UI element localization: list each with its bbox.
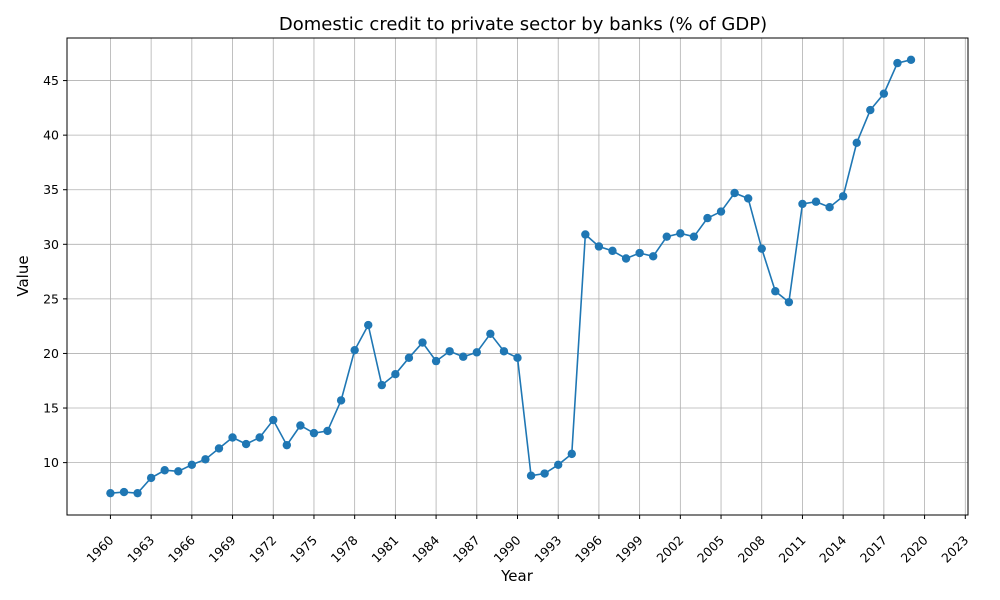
data-point (241, 439, 251, 449)
data-point (106, 488, 115, 498)
data-point (567, 449, 576, 459)
x-tick-label: 1972 (246, 533, 279, 566)
y-tick-label: 10 (43, 455, 59, 470)
data-point (418, 338, 427, 347)
data-point (174, 467, 183, 476)
data-point (635, 248, 644, 258)
data-markers (106, 55, 916, 498)
data-point (459, 352, 468, 361)
data-point (648, 252, 658, 261)
x-tick-label: 1963 (124, 533, 157, 566)
grid-lines (67, 38, 968, 515)
data-point (269, 415, 278, 425)
data-point (703, 213, 712, 223)
x-tick-label: 1996 (572, 532, 605, 565)
data-point (404, 353, 414, 363)
data-point (540, 469, 549, 478)
data-point (377, 380, 387, 390)
data-point (364, 320, 373, 330)
x-tick-label: 2005 (694, 533, 727, 566)
data-point (133, 488, 142, 498)
data-point (743, 194, 753, 203)
x-axis-ticks: 1960 1963 1966 1969 1972 1975 1978 1981 1984 1987… (83, 515, 971, 566)
y-axis-ticks: 10 15 20 25 30 35 40 45 (43, 73, 67, 470)
data-point (676, 229, 685, 238)
data-point (513, 353, 522, 363)
data-point (472, 348, 481, 357)
data-point (866, 105, 875, 115)
data-point (486, 329, 495, 339)
data-point (771, 287, 780, 296)
x-tick-label: 1981 (368, 533, 401, 566)
x-tick-label: 1966 (165, 532, 198, 565)
y-tick-label: 15 (43, 401, 59, 416)
y-tick-label: 25 (43, 291, 59, 306)
data-point (201, 455, 210, 464)
data-point (852, 138, 861, 147)
data-point (838, 192, 848, 201)
x-tick-label: 1984 (409, 532, 442, 565)
data-point (581, 230, 590, 239)
data-point (146, 473, 156, 483)
x-tick-label: 2020 (898, 532, 931, 565)
x-tick-label: 1960 (83, 532, 116, 565)
data-point (445, 347, 454, 356)
x-tick-label: 1975 (287, 533, 320, 566)
x-tick-label: 1987 (450, 533, 483, 566)
data-point (119, 487, 129, 497)
y-tick-label: 45 (43, 73, 59, 88)
data-point (716, 207, 726, 216)
data-point (526, 471, 536, 480)
data-point (879, 89, 889, 98)
y-tick-label: 30 (43, 237, 59, 252)
data-point (825, 202, 834, 212)
data-point (730, 188, 739, 198)
x-tick-label: 2023 (938, 533, 971, 566)
data-point (214, 444, 224, 453)
data-point (282, 440, 292, 450)
data-point (594, 242, 604, 251)
data-point (323, 426, 332, 436)
data-point (554, 460, 563, 469)
data-point (228, 433, 237, 442)
data-point (784, 297, 794, 307)
data-point (689, 232, 699, 241)
data-point (906, 55, 916, 65)
data-point (431, 356, 441, 366)
data-point (499, 347, 509, 356)
y-tick-label: 20 (43, 346, 59, 361)
x-tick-label: 1969 (206, 532, 239, 565)
x-tick-label: 1978 (328, 532, 361, 565)
x-tick-label: 1993 (531, 533, 564, 566)
data-point (391, 369, 400, 379)
y-tick-label: 35 (43, 182, 59, 197)
x-tick-label: 1999 (613, 532, 646, 565)
y-tick-label: 40 (43, 128, 59, 143)
x-tick-label: 2017 (857, 533, 890, 566)
x-tick-label: 2011 (775, 533, 808, 566)
data-point (336, 396, 346, 405)
data-point (187, 460, 197, 469)
x-tick-label: 2008 (735, 532, 768, 565)
data-point (811, 197, 821, 206)
data-point (798, 199, 807, 209)
y-axis-label: Value (14, 255, 32, 296)
series-line (110, 59, 912, 494)
data-point (255, 433, 264, 442)
x-tick-label: 2002 (653, 533, 686, 566)
data-point (309, 428, 319, 438)
data-point (621, 254, 631, 263)
x-axis-label: Year (500, 567, 534, 585)
data-point (893, 58, 902, 68)
chart-title: Domestic credit to private sector by ban… (279, 14, 767, 35)
data-point (350, 345, 359, 355)
x-tick-label: 1990 (491, 532, 524, 565)
data-point (757, 244, 766, 253)
data-point (160, 466, 169, 475)
data-point (296, 421, 305, 430)
x-tick-label: 2014 (816, 532, 849, 565)
data-point (608, 246, 617, 256)
data-point (662, 232, 671, 241)
